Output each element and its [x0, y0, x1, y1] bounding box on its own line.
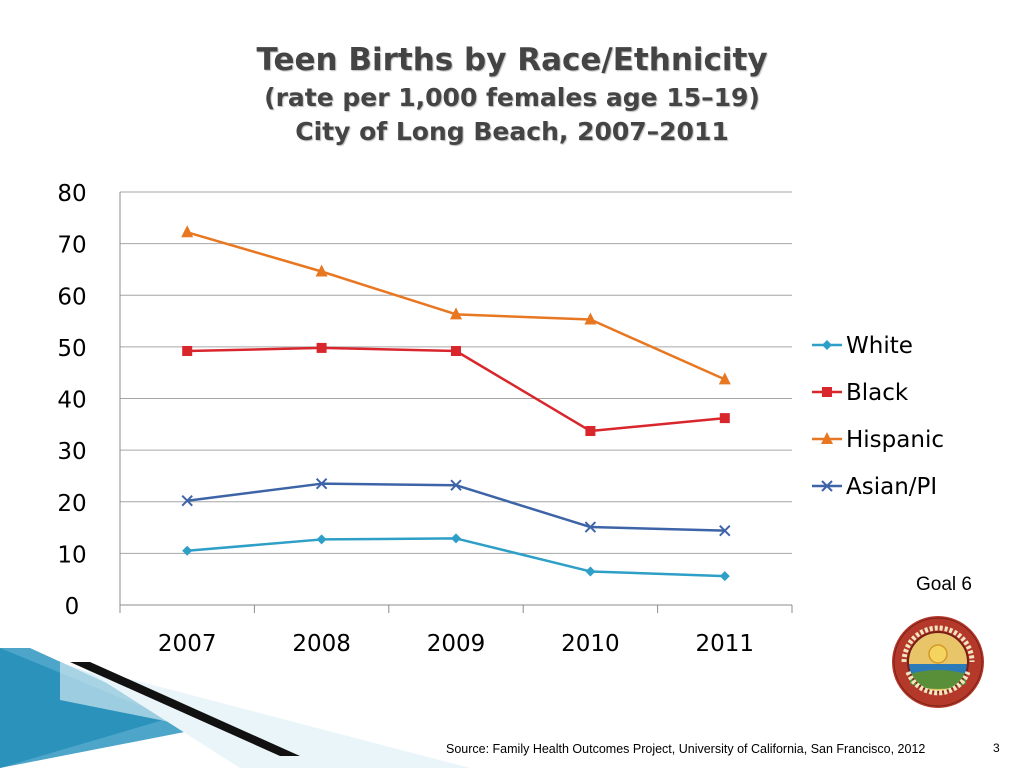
legend-label-white: White: [846, 333, 913, 359]
chart-gridlines: [120, 191, 792, 554]
point-asian-pi-2007: [181, 495, 193, 507]
chart-title: Teen Births by Race/Ethnicity: [256, 42, 768, 78]
y-tick-label-10: 10: [57, 542, 86, 568]
x-axis-tick-labels: 2007 2008 2009 2010 2011: [158, 631, 754, 657]
point-black-2007: [182, 346, 193, 357]
point-asian-pi-2010: [584, 521, 597, 533]
point-hispanic-2009: [450, 307, 462, 320]
point-asian-pi-2009: [450, 479, 462, 491]
point-hispanic-2007: [181, 225, 194, 238]
y-axis-tick-labels: 0 10 20 30 40 50 60 70 80: [57, 181, 86, 620]
y-tick-label-20: 20: [57, 491, 86, 517]
point-white-2010: [585, 566, 596, 577]
chart-subtitle-rate: (rate per 1,000 females age 15–19): [264, 83, 760, 112]
legend-label-hispanic: Hispanic: [846, 427, 944, 453]
point-white-2008: [316, 534, 327, 545]
point-black-2010: [585, 426, 596, 437]
legend-marker-black: [822, 387, 832, 397]
y-tick-label-40: 40: [57, 388, 86, 414]
line-chart: 0 10 20 30 40 50 60 70 80 2007 2008 2009 2010 2011 W…: [57, 181, 944, 657]
x-tick-label-2007: 2007: [158, 631, 217, 657]
series-black: [182, 342, 730, 437]
series-asian-pi: [181, 477, 731, 537]
series-line-hispanic: [186, 231, 726, 381]
legend-marker-hispanic: [821, 432, 833, 444]
point-black-2011: [719, 413, 730, 424]
x-tick-label-2008: 2008: [292, 631, 351, 657]
legend-item-hispanic: Hispanic: [812, 427, 944, 453]
chart-subtitle-place: City of Long Beach, 2007–2011: [295, 117, 729, 146]
legend-label-black: Black: [846, 380, 909, 406]
point-white-2007: [182, 545, 193, 556]
y-tick-label-30: 30: [57, 439, 86, 465]
legend-marker-white: [822, 340, 832, 350]
legend-item-asian-pi: Asian/PI: [812, 474, 937, 500]
decorative-swoosh: [0, 648, 470, 768]
point-hispanic-2010: [584, 312, 597, 325]
series-white: [182, 533, 730, 582]
x-tick-label-2011: 2011: [696, 631, 755, 657]
point-hispanic-2011: [718, 372, 731, 385]
chart-axes: [119, 192, 793, 613]
point-asian-pi-2011: [719, 524, 731, 537]
legend-item-white: White: [812, 333, 913, 359]
y-tick-label-0: 0: [65, 594, 80, 620]
x-tick-label-2010: 2010: [561, 631, 620, 657]
series-hispanic: [181, 225, 731, 385]
page-number: 3: [993, 741, 1000, 755]
chart-series: [181, 225, 731, 582]
point-black-2009: [451, 346, 461, 357]
city-seal-logo: [892, 616, 984, 708]
series-line-white: [187, 537, 725, 578]
chart-legend: White Black Hispanic Asian/PI: [812, 333, 944, 500]
point-asian-pi-2008: [315, 477, 328, 490]
y-tick-label-80: 80: [57, 181, 86, 207]
point-white-2009: [451, 533, 461, 544]
y-tick-label-60: 60: [57, 284, 86, 310]
y-tick-label-50: 50: [57, 336, 86, 362]
y-tick-label-70: 70: [57, 233, 86, 259]
legend-marker-asian-pi: [821, 480, 833, 492]
x-tick-label-2009: 2009: [427, 631, 486, 657]
legend-label-asian-pi: Asian/PI: [846, 474, 937, 500]
point-white-2011: [719, 571, 730, 582]
point-black-2008: [316, 342, 327, 353]
point-hispanic-2008: [315, 264, 328, 277]
series-line-black: [187, 346, 725, 433]
legend-item-black: Black: [812, 380, 909, 406]
source-citation: Source: Family Health Outcomes Project, …: [446, 742, 926, 756]
series-line-asian-pi: [187, 482, 725, 532]
goal-label: Goal 6: [916, 574, 972, 595]
